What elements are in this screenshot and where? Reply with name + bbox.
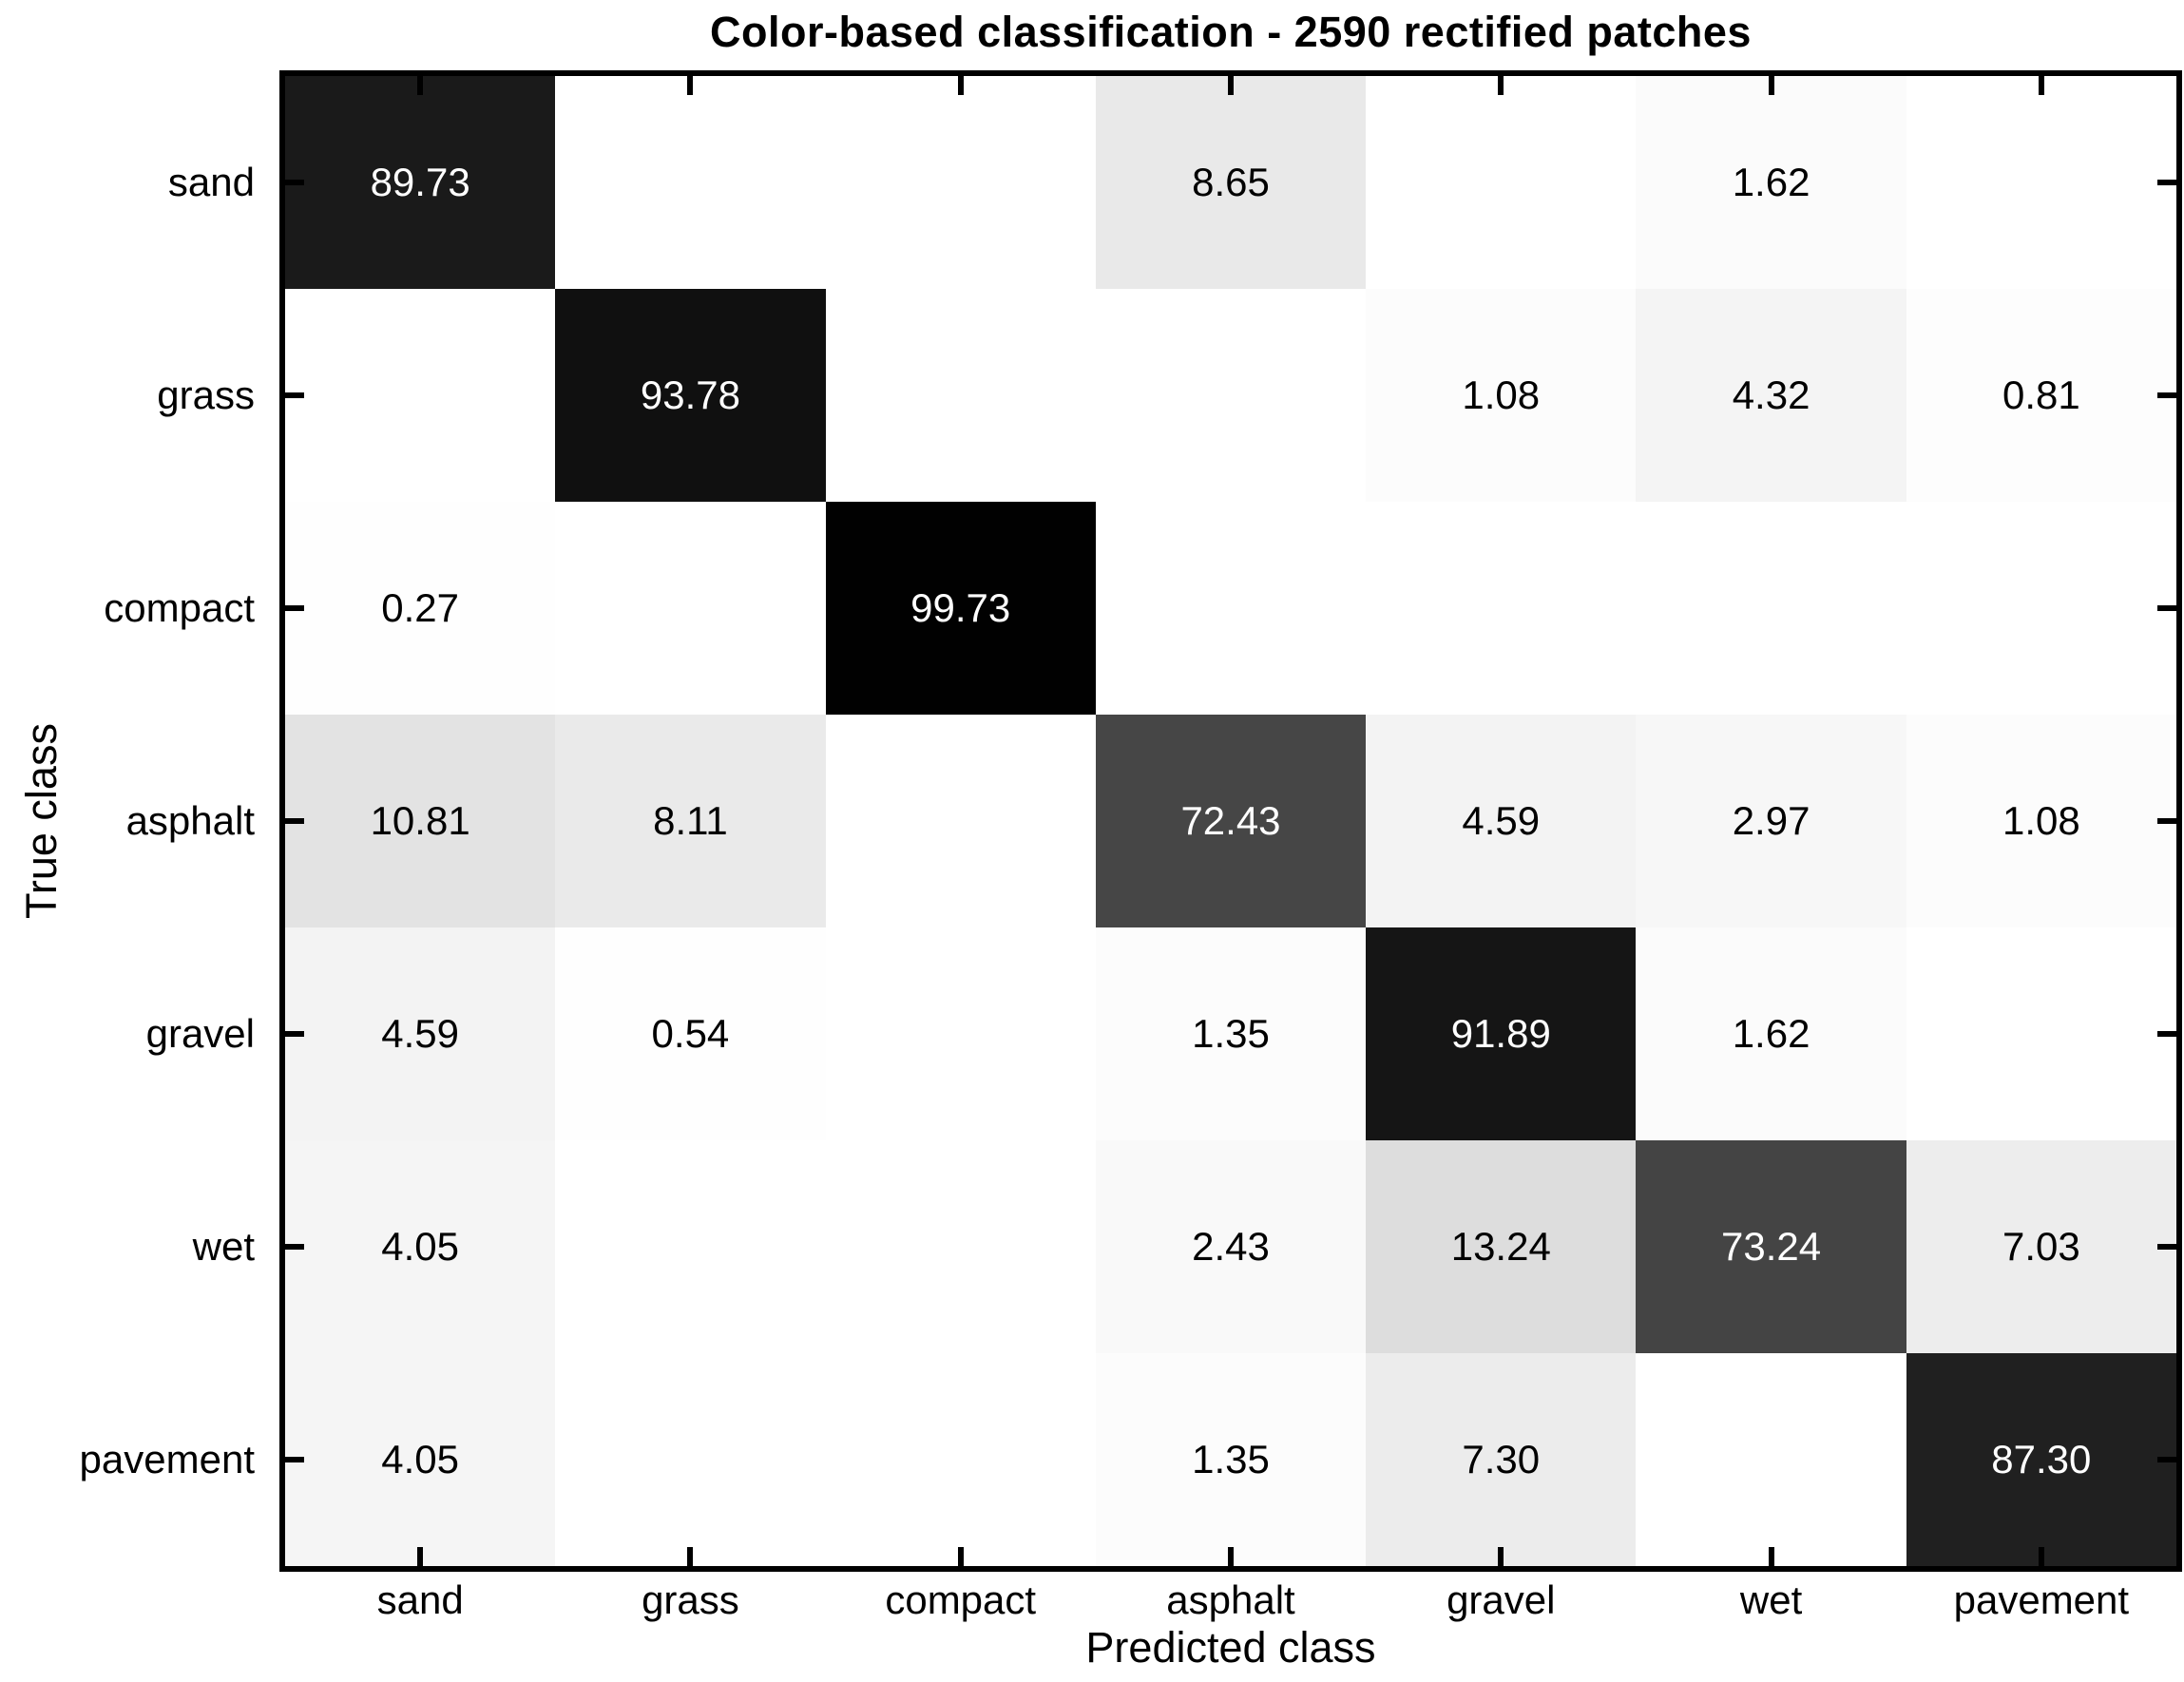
matrix-cell-sand-wet: 1.62 [1636, 76, 1906, 289]
matrix-cell-asphalt-compact [825, 715, 1096, 927]
chart-title: Color-based classification - 2590 rectif… [710, 8, 1752, 56]
matrix-cell-sand-grass [555, 76, 826, 289]
y-tick-label-wet: wet [192, 1224, 255, 1269]
matrix-cell-compact-gravel [1366, 502, 1637, 715]
matrix-cell-wet-compact [825, 1140, 1096, 1353]
x-tick-label-asphalt: asphalt [1166, 1577, 1295, 1622]
heatmap-cells: 89.73 8.65 1.62 93.78 1.08 4.32 0.81 0.27 99.73 1… [285, 76, 2176, 1566]
matrix-cell-wet-pavement: 7.03 [1906, 1140, 2176, 1353]
matrix-cell-grass-asphalt [1095, 289, 1367, 502]
x-tick-label-wet: wet [1739, 1577, 1803, 1622]
matrix-cell-gravel-pavement [1906, 927, 2176, 1140]
matrix-cell-gravel-wet: 1.62 [1636, 927, 1906, 1140]
x-axis-label: Predicted class [1085, 1623, 1376, 1672]
matrix-cell-sand-asphalt: 8.65 [1095, 76, 1367, 289]
matrix-cell-compact-compact: 99.73 [825, 502, 1096, 715]
matrix-cell-pavement-asphalt: 1.35 [1095, 1353, 1367, 1566]
matrix-cell-gravel-grass: 0.54 [555, 927, 826, 1140]
y-tick-label-gravel: gravel [145, 1011, 255, 1056]
x-tick-labels: sand grass compact asphalt gravel wet pavement [285, 1577, 2176, 1634]
y-tick-labels: sand grass compact asphalt gravel wet pavement [0, 76, 270, 1566]
matrix-cell-gravel-asphalt: 1.35 [1095, 927, 1367, 1140]
matrix-cell-compact-sand: 0.27 [285, 502, 556, 715]
matrix-cell-grass-pavement: 0.81 [1906, 289, 2176, 502]
y-tick-label-grass: grass [157, 373, 255, 417]
x-tick-label-grass: grass [642, 1577, 739, 1622]
matrix-cell-asphalt-gravel: 4.59 [1366, 715, 1637, 927]
y-tick-label-sand: sand [167, 160, 255, 204]
matrix-cell-grass-wet: 4.32 [1636, 289, 1906, 502]
matrix-cell-sand-pavement [1906, 76, 2176, 289]
matrix-cell-asphalt-wet: 2.97 [1636, 715, 1906, 927]
matrix-cell-pavement-compact [825, 1353, 1096, 1566]
matrix-cell-compact-asphalt [1095, 502, 1367, 715]
matrix-cell-wet-grass [555, 1140, 826, 1353]
matrix-cell-compact-grass [555, 502, 826, 715]
matrix-cell-pavement-wet [1636, 1353, 1906, 1566]
matrix-cell-grass-gravel: 1.08 [1366, 289, 1637, 502]
matrix-cell-compact-pavement [1906, 502, 2176, 715]
x-tick-label-compact: compact [885, 1577, 1037, 1622]
matrix-cell-grass-sand [285, 289, 556, 502]
x-tick-label-gravel: gravel [1446, 1577, 1556, 1622]
matrix-cell-wet-wet: 73.24 [1636, 1140, 1906, 1353]
matrix-cell-grass-grass: 93.78 [555, 289, 826, 502]
matrix-cell-sand-compact [825, 76, 1096, 289]
x-tick-label-pavement: pavement [1953, 1577, 2130, 1622]
matrix-cell-grass-compact [825, 289, 1096, 502]
matrix-cell-sand-gravel [1366, 76, 1637, 289]
x-tick-label-sand: sand [376, 1577, 464, 1622]
matrix-cell-pavement-sand: 4.05 [285, 1353, 556, 1566]
matrix-cell-wet-sand: 4.05 [285, 1140, 556, 1353]
matrix-cell-asphalt-grass: 8.11 [555, 715, 826, 927]
matrix-cell-pavement-grass [555, 1353, 826, 1566]
matrix-cell-gravel-compact [825, 927, 1096, 1140]
y-tick-label-asphalt: asphalt [125, 798, 255, 843]
matrix-cell-compact-wet [1636, 502, 1906, 715]
matrix-cell-pavement-pavement: 87.30 [1906, 1353, 2176, 1566]
matrix-cell-gravel-sand: 4.59 [285, 927, 556, 1140]
matrix-cell-gravel-gravel: 91.89 [1366, 927, 1637, 1140]
matrix-cell-pavement-gravel: 7.30 [1366, 1353, 1637, 1566]
matrix-cell-wet-asphalt: 2.43 [1095, 1140, 1367, 1353]
y-tick-label-compact: compact [104, 585, 255, 630]
matrix-cell-asphalt-sand: 10.81 [285, 715, 556, 927]
matrix-cell-asphalt-pavement: 1.08 [1906, 715, 2176, 927]
plot-area: 89.73 8.65 1.62 93.78 1.08 4.32 0.81 0.27 99.73 1… [279, 70, 2182, 1572]
matrix-cell-asphalt-asphalt: 72.43 [1095, 715, 1367, 927]
y-tick-label-pavement: pavement [79, 1437, 255, 1481]
matrix-cell-sand-sand: 89.73 [285, 76, 556, 289]
matrix-cell-wet-gravel: 13.24 [1366, 1140, 1637, 1353]
